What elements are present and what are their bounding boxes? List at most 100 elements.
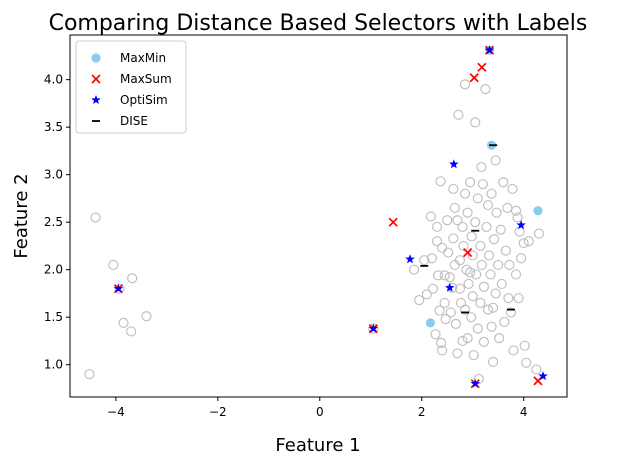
legend-entry-maxmin: MaxMin [91,51,166,65]
background-point [498,177,509,188]
background-point [523,236,534,247]
background-point [452,348,463,359]
background-point [435,176,446,187]
background-point [414,294,425,306]
background-point [500,245,511,256]
background-point [481,221,492,233]
background-point [465,177,476,188]
legend-marker-maxsum [91,74,101,84]
x-tick-label: 4 [520,405,528,419]
background-point [487,302,499,313]
legend-label: MaxMin [120,51,166,65]
background-point [516,253,527,264]
series-maxmin [425,45,543,328]
maxsum-point [462,247,473,258]
background-point [482,304,494,315]
background-point [468,350,479,361]
background-point [427,283,439,294]
background-point [440,313,451,325]
background-point [475,297,486,309]
background-point [439,270,450,281]
y-tick-label: 1.5 [44,310,63,324]
background-point [487,356,499,367]
legend-label: OptiSim [120,93,168,107]
background-point [510,205,522,216]
background-point [445,307,456,318]
optisim-point [484,45,495,55]
background-point [502,202,513,214]
legend-entry-dise: DISE [92,114,148,128]
background-point [450,318,461,329]
background-point [473,373,484,385]
background-point [439,297,450,309]
background-point [490,155,501,166]
optisim-point [538,371,548,381]
background-point [448,233,459,244]
legend: MaxMin MaxSum OptiSim DISE [75,40,187,134]
x-axis: −4 −2 0 2 4 [107,397,527,419]
background-point [457,221,468,233]
background-point [455,297,467,309]
background-point [127,273,138,284]
background-point [466,312,477,323]
background-point [108,259,119,271]
background-point [454,283,466,294]
background-point [504,259,515,271]
background-point [463,278,474,290]
background-point [465,267,476,278]
maxmin-point [425,318,435,328]
background-point [475,240,486,252]
background-point [518,237,529,249]
legend-entries: MaxMin MaxSum OptiSim DISE [91,51,172,128]
x-tick-label: 2 [418,405,426,419]
optisim-point [449,159,459,169]
background-point [467,250,478,261]
background-point [449,202,460,214]
background-point [476,161,487,173]
background-point [419,255,430,266]
background-point [435,337,447,348]
background-point [448,183,459,195]
background-point [531,364,542,375]
background-point [485,269,496,280]
maxsum-point [469,73,479,83]
legend-label: DISE [120,114,148,128]
background-point [499,316,510,328]
background-point [496,278,507,290]
optisim-point [470,378,480,388]
background-point [442,215,453,226]
background-point [114,283,125,294]
y-tick-label: 2.5 [44,215,63,229]
background-point [489,234,500,245]
legend-box [75,40,187,134]
background-point [472,193,483,204]
series-points [113,45,548,389]
maxmin-point [533,206,543,216]
background-point [480,84,491,95]
legend-label: MaxSum [120,72,172,86]
background-point [459,304,471,315]
optisim-point [405,254,415,264]
x-tick-label: 0 [316,405,324,419]
background-point [476,259,487,271]
background-point [453,109,464,120]
background-point [437,345,448,356]
legend-marker-optisim [91,95,101,105]
background-point [512,212,523,223]
background-point [421,289,432,300]
background-point [519,340,530,351]
x-axis-label: Feature 1 [275,435,360,456]
optisim-point [368,323,379,333]
background-points [84,79,545,385]
background-point [513,293,524,304]
background-point [495,224,506,235]
background-point [494,332,505,344]
legend-entry-optisim: OptiSim [91,93,168,107]
background-point [493,259,504,271]
y-tick-label: 2.0 [44,263,63,277]
background-point [84,369,95,380]
background-point [461,264,472,275]
background-point [118,317,129,328]
x-tick-label: −4 [107,405,125,419]
